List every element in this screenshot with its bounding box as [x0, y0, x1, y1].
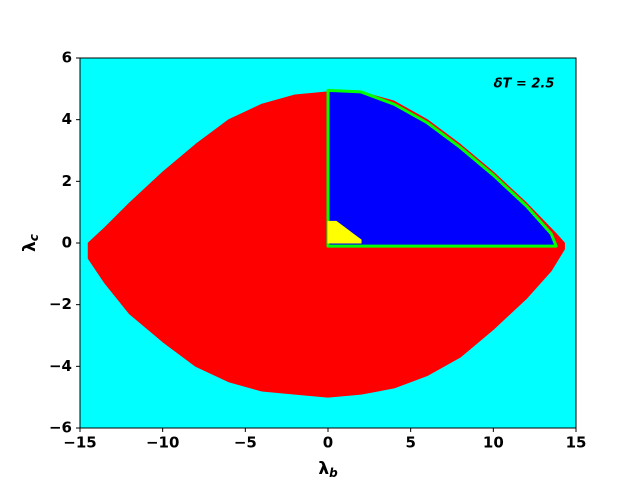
annotation: δT = 2.5 [494, 77, 555, 92]
y-tick-label: −6 [49, 419, 72, 437]
x-tick-label: 15 [566, 434, 587, 452]
x-tick-label: 0 [323, 434, 333, 452]
y-tick-label: 2 [62, 172, 72, 190]
x-label-symbol: λ [318, 459, 329, 479]
y-tick-label: −4 [49, 357, 72, 375]
x-tick-label: −5 [234, 434, 257, 452]
x-tick-label: −10 [146, 434, 179, 452]
region [326, 88, 558, 248]
x-label-subscript: b [329, 466, 338, 480]
y-axis-label: λc [20, 234, 41, 252]
x-tick-label: 5 [405, 434, 415, 452]
y-tick-label: −2 [49, 295, 72, 313]
y-tick-label: 4 [62, 110, 72, 128]
x-tick-label: 10 [483, 434, 504, 452]
y-tick-label: 6 [62, 49, 72, 67]
y-label-subscript: c [27, 234, 41, 241]
x-axis-label: λb [318, 459, 338, 480]
region [327, 220, 362, 244]
y-tick-label: 0 [62, 234, 72, 252]
y-label-symbol: λ [20, 241, 40, 252]
x-tick-label: −15 [63, 434, 96, 452]
